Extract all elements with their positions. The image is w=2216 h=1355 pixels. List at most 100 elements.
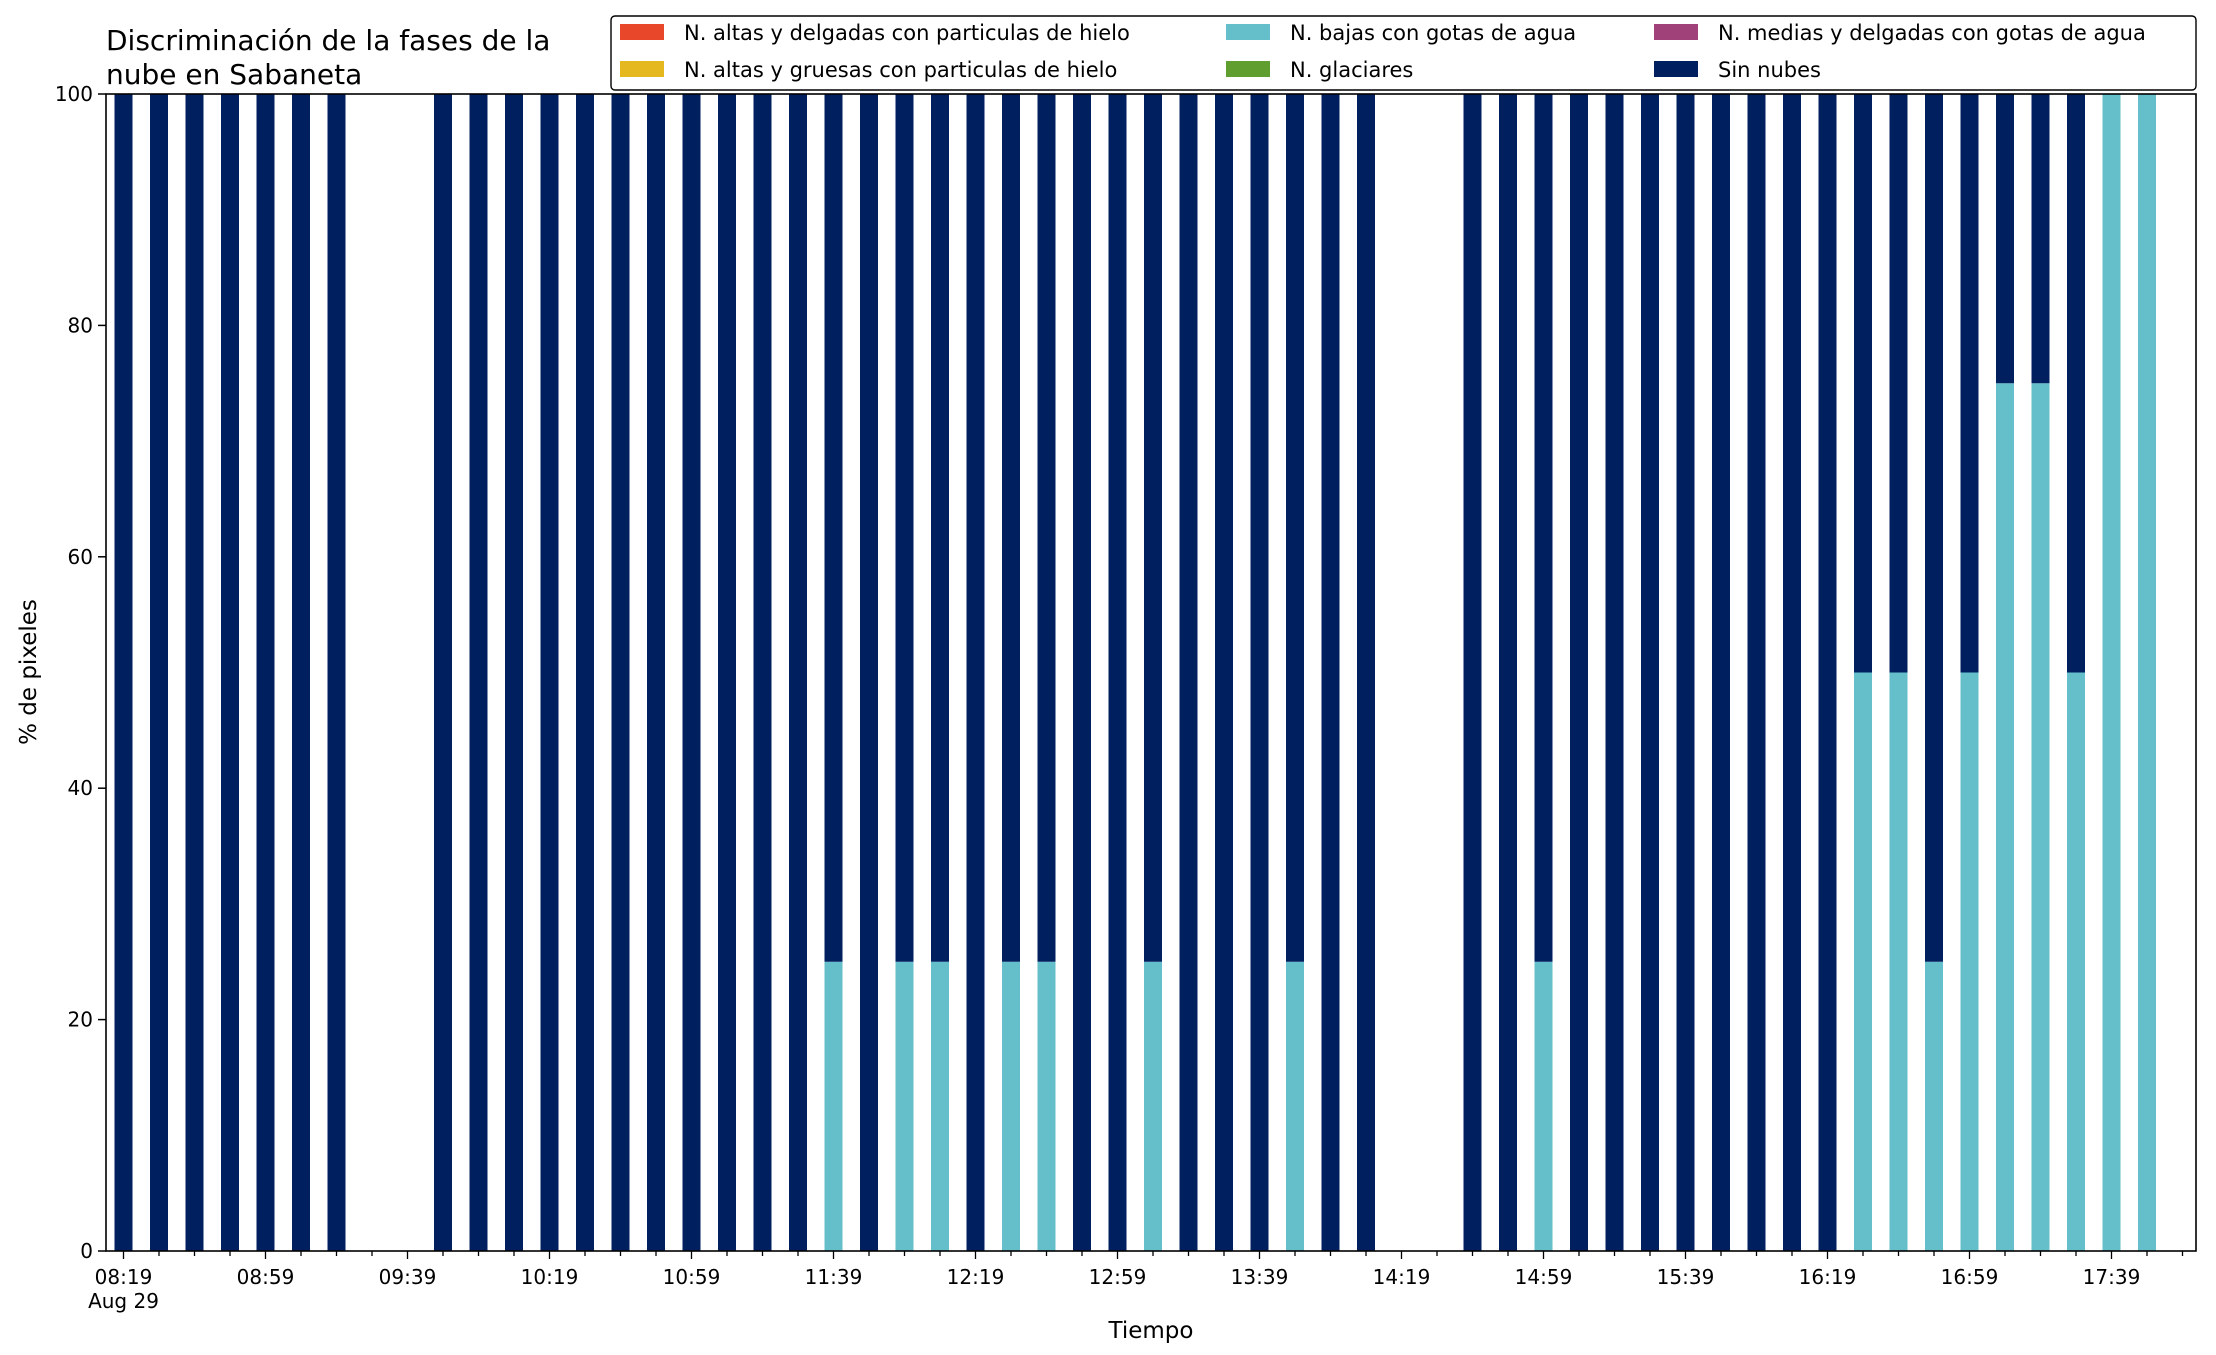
bar-sin-nubes-25 bbox=[1002, 94, 1020, 962]
bar-sin-nubes-32 bbox=[1250, 94, 1269, 1251]
bar-sin-nubes-55 bbox=[2067, 94, 2085, 673]
bar-sin-nubes-46 bbox=[1747, 94, 1766, 1251]
bar-sin-nubes-6 bbox=[327, 94, 346, 1251]
bar-sin-nubes-1 bbox=[150, 94, 168, 1251]
x-tick-label: 16:19 bbox=[1799, 1265, 1857, 1289]
bar-sin-nubes-15 bbox=[647, 94, 665, 1251]
bar-sin-nubes-14 bbox=[611, 94, 630, 1251]
legend-label-bajas-gotas: N. bajas con gotas de agua bbox=[1290, 21, 1576, 45]
x-date-label: Aug 29 bbox=[88, 1289, 159, 1313]
bar-bajas-gotas-29 bbox=[1144, 961, 1162, 1251]
bar-sin-nubes-53 bbox=[1996, 94, 2014, 384]
bar-sin-nubes-5 bbox=[292, 94, 310, 1251]
x-tick-label: 15:39 bbox=[1657, 1265, 1715, 1289]
bar-sin-nubes-3 bbox=[221, 94, 239, 1251]
bar-sin-nubes-31 bbox=[1215, 94, 1233, 1251]
bar-sin-nubes-26 bbox=[1037, 94, 1056, 962]
bar-sin-nubes-22 bbox=[895, 94, 914, 962]
bar-sin-nubes-19 bbox=[789, 94, 807, 1251]
bar-bajas-gotas-20 bbox=[824, 961, 843, 1251]
bar-sin-nubes-42 bbox=[1605, 94, 1624, 1251]
x-tick-label: 16:59 bbox=[1941, 1265, 1999, 1289]
bar-bajas-gotas-53 bbox=[1996, 383, 2014, 1251]
x-axis-label: Tiempo bbox=[1108, 1318, 1194, 1344]
bar-sin-nubes-18 bbox=[753, 94, 772, 1251]
chart-title-line-2: nube en Sabaneta bbox=[106, 58, 362, 91]
legend-swatch-glaciares bbox=[1226, 61, 1270, 77]
bar-sin-nubes-0 bbox=[114, 94, 133, 1251]
legend-swatch-bajas-gotas bbox=[1226, 24, 1270, 40]
x-tick-label: 12:19 bbox=[947, 1265, 1005, 1289]
legend-swatch-sin-nubes bbox=[1654, 61, 1698, 77]
bar-sin-nubes-45 bbox=[1712, 94, 1730, 1251]
bar-sin-nubes-24 bbox=[966, 94, 985, 1251]
x-tick-label: 10:59 bbox=[663, 1265, 721, 1289]
x-tick-label: 12:59 bbox=[1089, 1265, 1147, 1289]
bar-sin-nubes-50 bbox=[1889, 94, 1908, 673]
bar-sin-nubes-9 bbox=[434, 94, 452, 1251]
bar-sin-nubes-40 bbox=[1534, 94, 1553, 962]
legend-frame bbox=[610, 15, 2197, 91]
bar-sin-nubes-38 bbox=[1463, 94, 1482, 1251]
bar-sin-nubes-13 bbox=[576, 94, 594, 1251]
bar-sin-nubes-41 bbox=[1570, 94, 1588, 1251]
y-axis: 0 20 40 60 80 100 bbox=[55, 82, 106, 1263]
bar-bajas-gotas-26 bbox=[1037, 961, 1056, 1251]
bar-sin-nubes-20 bbox=[824, 94, 843, 962]
legend-swatch-medias-delgadas bbox=[1654, 24, 1698, 40]
x-tick-label: 11:39 bbox=[805, 1265, 863, 1289]
x-tick-label: 08:59 bbox=[237, 1265, 295, 1289]
bar-sin-nubes-48 bbox=[1818, 94, 1837, 1251]
bar-sin-nubes-33 bbox=[1286, 94, 1304, 962]
x-tick-label: 17:39 bbox=[2083, 1265, 2141, 1289]
legend-label-altas-delgadas: N. altas y delgadas con particulas de hi… bbox=[684, 21, 1130, 45]
bar-sin-nubes-47 bbox=[1783, 94, 1801, 1251]
bar-sin-nubes-28 bbox=[1108, 94, 1127, 1251]
bar-bajas-gotas-52 bbox=[1960, 672, 1979, 1251]
bar-sin-nubes-44 bbox=[1676, 94, 1695, 1251]
x-tick-label: 14:59 bbox=[1515, 1265, 1573, 1289]
bar-sin-nubes-29 bbox=[1144, 94, 1162, 962]
legend-label-glaciares: N. glaciares bbox=[1290, 58, 1413, 82]
bar-sin-nubes-23 bbox=[931, 94, 949, 962]
legend-swatch-altas-gruesas bbox=[620, 61, 664, 77]
plot-frame bbox=[105, 93, 2197, 1252]
bar-sin-nubes-49 bbox=[1854, 94, 1872, 673]
y-tick-label: 100 bbox=[55, 82, 93, 106]
legend-label-altas-gruesas: N. altas y gruesas con particulas de hie… bbox=[684, 58, 1117, 82]
bar-bajas-gotas-55 bbox=[2067, 672, 2085, 1251]
bar-bajas-gotas-49 bbox=[1854, 672, 1872, 1251]
bar-sin-nubes-52 bbox=[1960, 94, 1979, 673]
x-tick-label: 08:19 bbox=[95, 1265, 153, 1289]
legend: N. altas y delgadas con particulas de hi… bbox=[610, 15, 2197, 91]
bar-sin-nubes-34 bbox=[1321, 94, 1340, 1251]
bar-sin-nubes-51 bbox=[1925, 94, 1943, 962]
bar-sin-nubes-10 bbox=[469, 94, 488, 1251]
bar-bajas-gotas-54 bbox=[2031, 383, 2050, 1251]
bar-bajas-gotas-50 bbox=[1889, 672, 1908, 1251]
bar-sin-nubes-4 bbox=[256, 94, 275, 1251]
bar-sin-nubes-27 bbox=[1073, 94, 1091, 1251]
y-tick-label: 0 bbox=[80, 1239, 93, 1263]
bar-sin-nubes-2 bbox=[185, 94, 204, 1251]
bar-bajas-gotas-23 bbox=[931, 961, 949, 1251]
bar-bajas-gotas-40 bbox=[1534, 961, 1553, 1251]
bar-bajas-gotas-22 bbox=[895, 961, 914, 1251]
bar-bajas-gotas-57 bbox=[2138, 94, 2156, 1251]
x-tick-label: 13:39 bbox=[1231, 1265, 1289, 1289]
bar-sin-nubes-16 bbox=[682, 94, 701, 1251]
bar-sin-nubes-39 bbox=[1499, 94, 1517, 1251]
bar-sin-nubes-21 bbox=[860, 94, 878, 1251]
bars-layer bbox=[114, 94, 2156, 1251]
x-axis: 08:19 08:59 09:39 10:19 10:59 11:39 12:19 12:59… bbox=[88, 1251, 2184, 1313]
bar-sin-nubes-12 bbox=[540, 94, 559, 1251]
legend-swatch-altas-delgadas bbox=[620, 24, 664, 40]
x-tick-label: 14:19 bbox=[1373, 1265, 1431, 1289]
bar-sin-nubes-11 bbox=[505, 94, 523, 1251]
y-tick-label: 40 bbox=[68, 776, 93, 800]
y-tick-label: 60 bbox=[68, 545, 93, 569]
y-tick-label: 80 bbox=[68, 313, 93, 337]
chart-title-line-1: Discriminación de la fases de la bbox=[106, 24, 550, 57]
